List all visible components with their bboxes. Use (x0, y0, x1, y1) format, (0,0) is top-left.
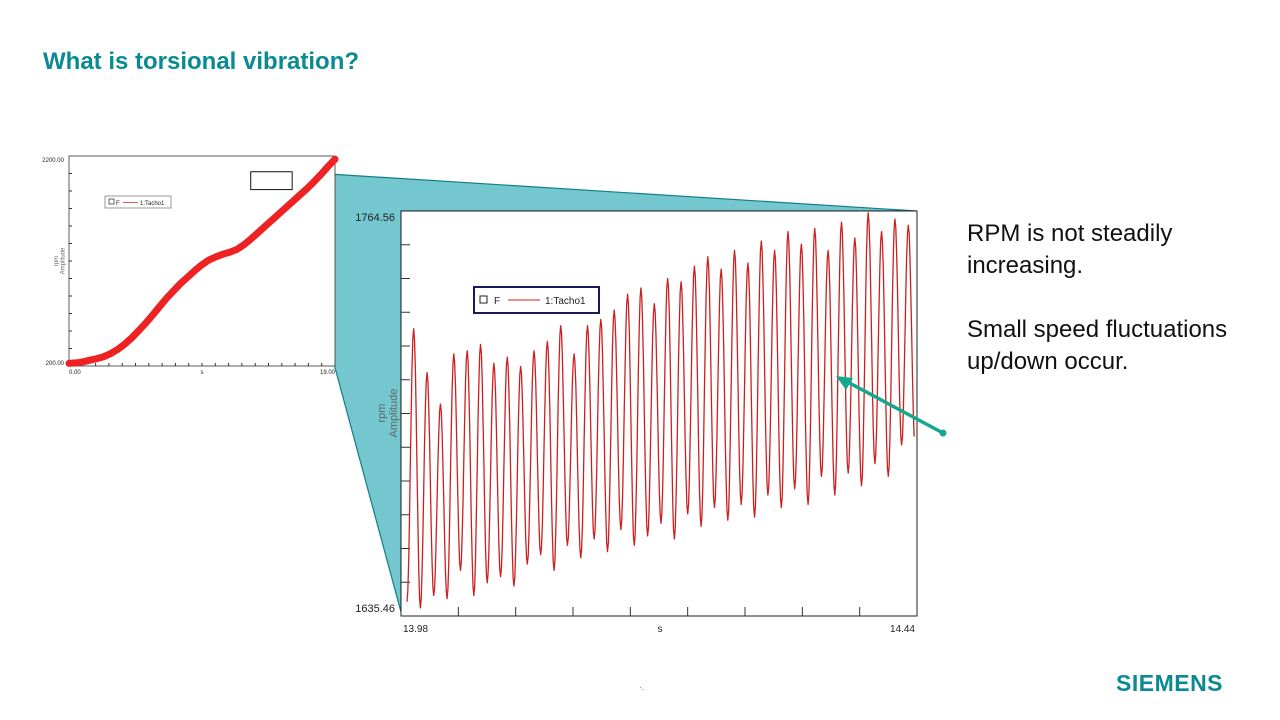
legend-series-label: 1:Tacho1 (140, 201, 165, 207)
overview-series-line (65, 155, 339, 367)
x-tick-label-min: 0.00 (69, 370, 81, 376)
bullet-rpm-not-steady: RPM is not steadily increasing. (967, 220, 1173, 279)
legend-checkbox-icon (108, 198, 115, 205)
footer-mark: ·. (639, 683, 644, 692)
y-axis-label: rpmAmplitude (376, 389, 400, 438)
x-tick-label-max: 19.00 (320, 370, 336, 376)
x-axis-label: s (658, 624, 663, 635)
y-tick-label-max: 1764.56 (355, 212, 395, 224)
bullet-list: RPM is not steadily increasing. Small sp… (967, 218, 1257, 410)
legend-series-label: 1:Tacho1 (545, 296, 586, 307)
y-axis-label: rpmAmplitude (54, 247, 67, 274)
slide-title: What is torsional vibration? (43, 48, 360, 75)
y-tick-label-min: 200.00 (46, 361, 65, 367)
legend-checkbox-icon (479, 295, 488, 304)
zoom-chart: F 1:Tacho1 1764.56 1635.46 13.98 14.44 s… (355, 210, 918, 635)
overview-zoom-box (250, 171, 293, 191)
overview-legend: F 1:Tacho1 (104, 195, 172, 209)
zoom-legend: F 1:Tacho1 (473, 286, 600, 314)
annotation-arrow (836, 376, 947, 437)
x-tick-label-min: 13.98 (403, 624, 428, 635)
overview-ticks (69, 173, 323, 366)
bullet-speed-fluctuations: Small speed fluctuations up/down occur. (967, 316, 1228, 375)
x-tick-label-max: 14.44 (890, 624, 915, 635)
overview-chart: F 1:Tacho1 2200.00 200.00 0.00 19.00 s r… (42, 155, 339, 376)
legend-marker: F (494, 296, 500, 307)
legend-marker: F (116, 201, 120, 207)
y-tick-label-max: 2200.00 (42, 158, 64, 164)
x-axis-label: s (201, 370, 204, 376)
zoom-plot-area (400, 210, 918, 617)
siemens-logo: SIEMENS (1116, 670, 1224, 696)
zoom-series-line (406, 212, 915, 609)
y-tick-label-min: 1635.46 (355, 603, 395, 615)
